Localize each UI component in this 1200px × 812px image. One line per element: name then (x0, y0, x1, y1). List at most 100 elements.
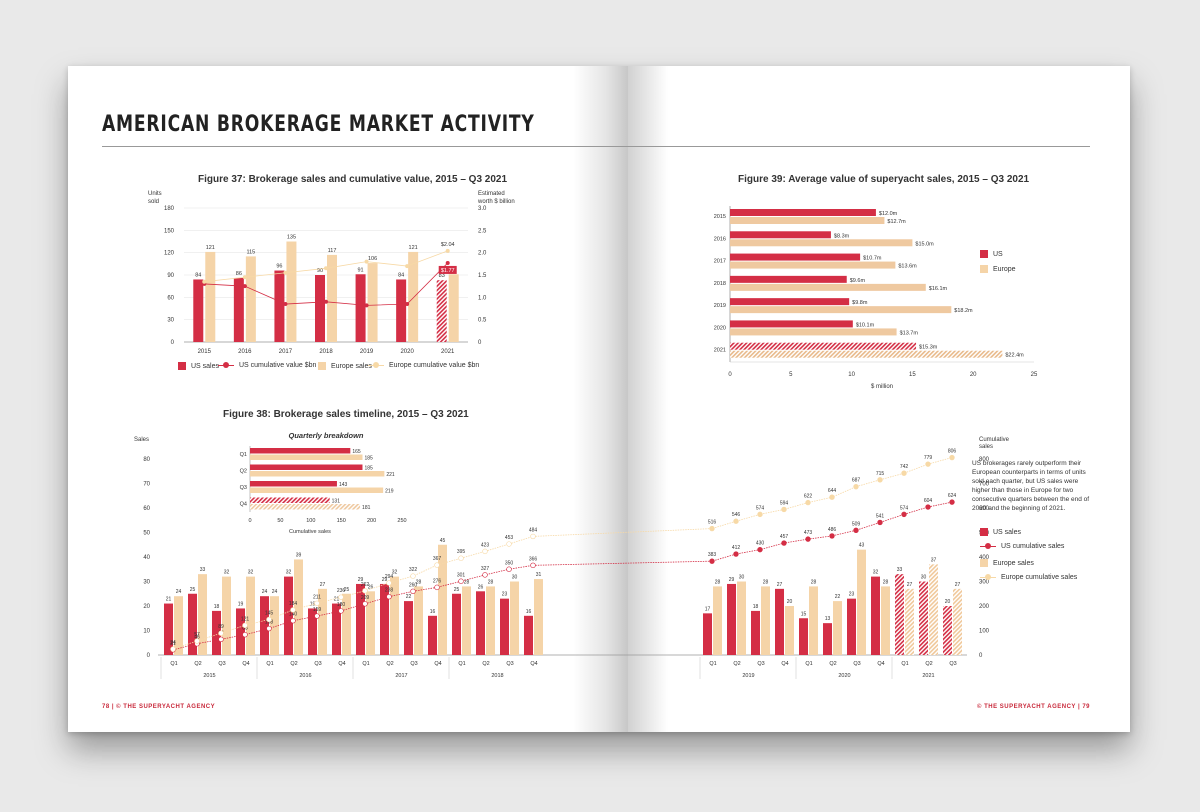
fig38-chart: Sales Cumulativesales01020304050607080010… (134, 437, 1010, 679)
europe-data-label: 121 (206, 245, 215, 251)
us-cumulative-line-label: 486 (828, 527, 837, 533)
us-data-label: 83 (439, 273, 445, 279)
europe-sales-bar (761, 586, 770, 655)
us-cumulative-line-label: 209 (361, 595, 370, 601)
us-avg-value-bar (730, 298, 850, 306)
page-title: AMERICAN BROKERAGE MARKET ACTIVITY (102, 112, 535, 137)
europe-data-label: 135 (287, 235, 296, 241)
europe-quarterly-bar (250, 454, 363, 460)
europe-sales-bar (833, 601, 842, 655)
europe-cumulative-line-point (324, 266, 328, 271)
us-data-label: 18 (753, 604, 759, 610)
quarter-tick-label: Q1 (709, 661, 716, 667)
y2-tick-label: 800 (979, 457, 990, 463)
us-cumulative-line-label: 350 (505, 560, 514, 566)
us-cumulative-line-label: 509 (852, 521, 861, 527)
year-tick-label: 2016 (299, 673, 311, 679)
us-cumulative-line-label: 140 (289, 612, 298, 618)
europe-cumulative-line-label: 294 (385, 574, 394, 580)
europe-sales-bar (905, 588, 914, 655)
legend-label: Europe sales (993, 559, 1034, 567)
us-cumulative-line-point (242, 284, 247, 289)
europe-cumulative-line-point (170, 646, 176, 652)
us-sales-bar (315, 275, 325, 342)
footer-left: 78 | © THE SUPERYACHT AGENCY (102, 704, 216, 710)
us-data-label: 23 (502, 592, 508, 598)
us-sales-bar (476, 591, 485, 655)
legend-swatch-icon (980, 265, 988, 273)
us-data-label: 19 (310, 601, 316, 607)
x-tick-label: 15 (909, 372, 916, 378)
y-tick-label: 20 (143, 604, 150, 610)
legend-entry: Europe cumulative value $bn (368, 362, 479, 369)
us-data-label: 25 (454, 587, 460, 593)
y2-tick-label: 600 (979, 506, 990, 512)
y2-tick-label: 0 (979, 653, 983, 659)
europe-sales-bar (198, 574, 207, 655)
us-avg-value-bar (730, 253, 861, 261)
us-sales-bar (236, 608, 245, 655)
europe-cumulative-line-label: 89 (218, 624, 224, 630)
x-tick-label: 200 (367, 518, 376, 524)
us-cumulative-line-point (482, 572, 488, 578)
europe-data-label: $22.4m (1005, 353, 1024, 359)
us-quarterly-bar (250, 464, 363, 470)
us-cumulative-line-label: 159 (313, 607, 322, 613)
quarter-tick-label: Q2 (290, 661, 297, 667)
y-tick-label: Q1 (240, 452, 247, 458)
europe-cumulative-line-point (781, 506, 787, 513)
europe-data-label: 115 (246, 249, 255, 255)
europe-cumulative-line-point (733, 518, 739, 524)
us-data-label: 21 (166, 597, 172, 603)
europe-cumulative-line-point (410, 573, 416, 579)
us-data-label: $9.8m (852, 300, 868, 306)
europe-cumulative-line-label: 121 (241, 616, 250, 622)
legend-swatch-icon (980, 250, 988, 258)
us-cumulative-line-point (853, 527, 859, 533)
europe-cumulative-line-label: 423 (481, 542, 490, 548)
europe-cumulative-line-point (386, 580, 392, 586)
y-tick-label: 30 (167, 318, 174, 324)
us-cumulative-line-label: 327 (481, 566, 490, 572)
quarter-tick-label: Q4 (781, 661, 788, 667)
legend-label: US sales (993, 528, 1022, 536)
us-cumulative-line-label: 46 (194, 635, 200, 641)
x-tick-label: 0 (728, 372, 732, 378)
y2-tick-label: 100 (979, 629, 990, 635)
europe-cumulative-line-label: 453 (505, 535, 514, 541)
europe-sales-bar (286, 241, 297, 342)
y2-tick-label: 1.0 (478, 295, 487, 301)
quarter-tick-label: Q1 (458, 661, 465, 667)
y-tick-label: Q2 (240, 469, 247, 475)
europe-data-label: 27 (955, 582, 961, 588)
us-cumulative-line-point (314, 613, 320, 619)
quarter-tick-label: Q2 (925, 661, 932, 667)
europe-data-label: 28 (416, 579, 422, 585)
europe-data-label: 31 (536, 572, 542, 578)
europe-data-label: 32 (392, 570, 398, 576)
quarter-tick-label: Q4 (434, 661, 441, 667)
europe-cumulative-line-label: 594 (780, 500, 789, 506)
quarter-tick-label: Q4 (877, 661, 884, 667)
europe-sales-bar (366, 591, 375, 655)
quarter-tick-label: Q3 (853, 661, 860, 667)
europe-sales-bar (294, 559, 303, 655)
europe-data-label: 30 (512, 575, 518, 581)
us-sales-bar (847, 598, 856, 655)
europe-cumulative-line-label: 516 (708, 520, 717, 526)
europe-cumulative-line-label: 546 (732, 512, 741, 518)
quarter-tick-label: Q3 (218, 661, 225, 667)
europe-data-label: 106 (368, 256, 377, 262)
europe-cumulative-line-label: 644 (828, 488, 837, 494)
x-tick-label: 100 (306, 518, 315, 524)
us-data-label: 143 (339, 482, 348, 488)
europe-sales-bar (713, 586, 722, 655)
us-sales-bar (380, 583, 389, 655)
us-data-label: 21 (334, 597, 340, 603)
us-cumulative-line-point (410, 588, 416, 595)
europe-data-label: 28 (883, 579, 889, 585)
x-tick-label: 25 (1031, 372, 1038, 378)
europe-sales-bar (174, 596, 183, 655)
quarter-tick-label: Q2 (829, 661, 836, 667)
year-tick-label: 2017 (395, 673, 407, 679)
